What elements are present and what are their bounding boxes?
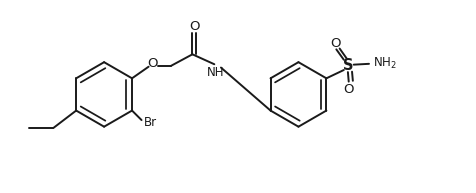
Text: O: O [329, 37, 340, 50]
Text: O: O [147, 57, 158, 70]
Text: NH$_2$: NH$_2$ [372, 55, 396, 71]
Text: Br: Br [143, 116, 157, 129]
Text: O: O [188, 20, 199, 33]
Text: S: S [342, 58, 352, 73]
Text: NH: NH [207, 66, 224, 79]
Text: O: O [343, 83, 353, 96]
